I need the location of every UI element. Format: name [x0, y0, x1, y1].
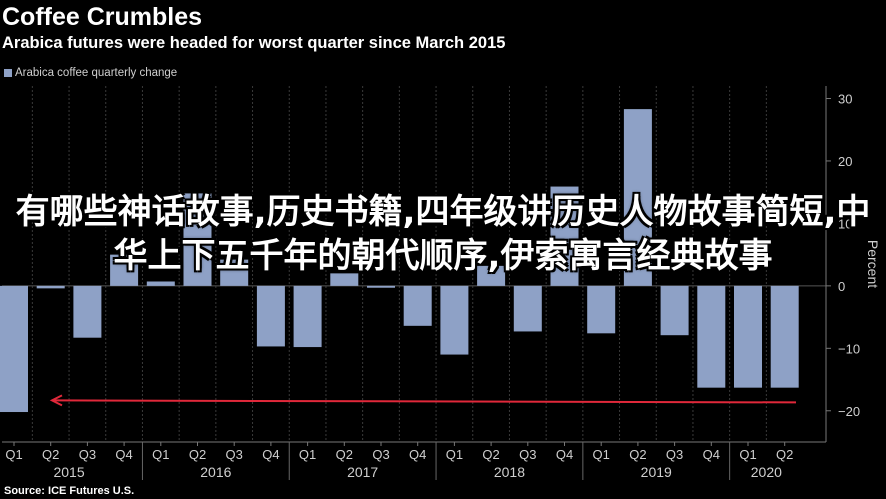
x-tick-label: Q3	[666, 447, 683, 462]
y-tick-label: −20	[838, 404, 860, 419]
bar	[660, 285, 689, 336]
bar	[440, 285, 469, 355]
y-tick-label: 20	[838, 154, 852, 169]
bar	[220, 259, 249, 286]
bar	[770, 285, 799, 388]
bar	[623, 109, 652, 286]
bar	[403, 285, 432, 326]
bar	[587, 285, 616, 334]
annotation-arrow	[53, 399, 797, 404]
x-tick-label: Q3	[519, 447, 536, 462]
chart-subtitle: Arabica futures were headed for worst qu…	[2, 34, 506, 52]
year-label: 2015	[53, 464, 84, 480]
bar	[110, 254, 139, 286]
bar	[697, 285, 726, 388]
x-tick-label: Q2	[336, 447, 353, 462]
bar	[550, 186, 579, 286]
year-label: 2019	[641, 464, 672, 480]
x-tick-label: Q2	[482, 447, 499, 462]
bar	[73, 285, 102, 338]
x-tick-label: Q3	[372, 447, 389, 462]
chart-legend: Arabica coffee quarterly change	[4, 67, 177, 79]
x-tick-label: Q4	[556, 447, 573, 462]
y-tick-label: 10	[838, 216, 852, 231]
bar	[293, 285, 322, 348]
y-tick-label: 0	[838, 279, 845, 294]
bar	[367, 285, 395, 288]
bar	[330, 273, 359, 286]
x-tick-label: Q1	[299, 447, 316, 462]
x-tick-label: Q4	[703, 447, 720, 462]
x-tick-label: Q2	[189, 447, 206, 462]
overlay-text: 有哪些神话故事,历史书籍,四年级讲历史人物故事简短,中华上下五千年的朝代顺序,伊…	[15, 192, 871, 276]
bar	[256, 285, 285, 347]
x-tick-label: Q2	[629, 447, 646, 462]
x-tick-label: Q1	[5, 447, 22, 462]
x-tick-label: Q2	[776, 447, 793, 462]
bar	[0, 285, 28, 413]
bar	[734, 285, 762, 388]
x-tick-label: Q4	[409, 447, 426, 462]
source-note: Source: ICE Futures U.S.	[4, 485, 135, 497]
x-tick-label: Q2	[42, 447, 59, 462]
bar	[183, 193, 212, 286]
x-tick-label: Q1	[446, 447, 463, 462]
year-label: 2016	[200, 464, 231, 480]
y-tick-label: −10	[838, 341, 860, 356]
y-tick-label: 30	[838, 91, 852, 106]
year-label: 2018	[494, 464, 525, 480]
year-label: 2017	[347, 464, 378, 480]
annotation-arrowhead	[49, 394, 63, 407]
x-tick-label: Q1	[739, 447, 756, 462]
legend-label: Arabica coffee quarterly change	[15, 67, 178, 79]
chart-title: Coffee Crumbles	[2, 3, 203, 31]
x-tick-label: Q1	[593, 447, 610, 462]
bar	[477, 265, 506, 286]
x-tick-label: Q3	[79, 447, 96, 462]
legend-swatch	[4, 69, 12, 77]
year-label: 2020	[751, 464, 782, 480]
bar	[36, 285, 65, 289]
x-tick-label: Q3	[226, 447, 243, 462]
x-tick-label: Q1	[152, 447, 169, 462]
bar	[146, 281, 175, 286]
x-tick-label: Q4	[262, 447, 279, 462]
y-axis-title: Percent	[865, 240, 881, 288]
bar	[513, 285, 542, 332]
x-tick-label: Q4	[115, 447, 132, 462]
